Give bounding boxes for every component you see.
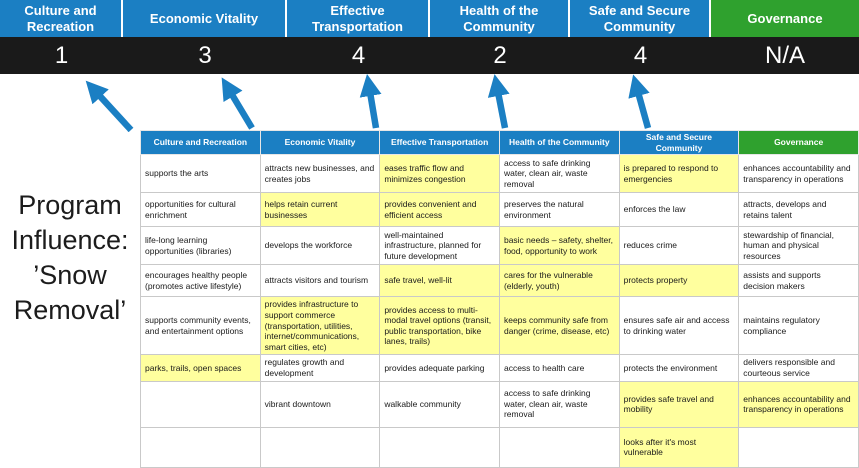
arrow-icon [628, 74, 652, 129]
matrix-header-safety: Safe and Secure Community [618, 129, 740, 156]
table-row: parks, trails, open spaces regulates gro… [140, 354, 859, 382]
matrix-cell: assists and supports decision makers [738, 264, 859, 298]
matrix-cell [379, 426, 500, 468]
matrix-cell: reduces crime [618, 226, 740, 266]
matrix-cell: enhances accountability and transparency… [738, 380, 859, 428]
matrix-header-economic: Economic Vitality [259, 129, 381, 156]
matrix-cell: delivers responsible and courteous servi… [738, 354, 859, 382]
matrix-cell [140, 380, 261, 428]
matrix-cell: provides access to multi-modal travel op… [379, 296, 500, 356]
matrix-cell: provides safe travel and mobility [618, 380, 740, 428]
arrow-icon [221, 77, 255, 130]
score-row: 1 3 4 2 4 N/A [0, 37, 859, 74]
pillar-header-row: Culture and Recreation Economic Vitality… [0, 0, 859, 37]
table-row: supports the arts attracts new businesse… [140, 154, 859, 194]
table-row: supports community events, and entertain… [140, 296, 859, 356]
program-title: Program Influence: ’Snow Removal’ [11, 190, 129, 326]
matrix-cell: protects property [618, 264, 740, 298]
matrix-cell: well-maintained infrastructure, planned … [379, 226, 500, 266]
matrix-cell: eases traffic flow and minimizes congest… [379, 154, 500, 194]
matrix-cell: attracts new businesses, and creates job… [259, 154, 381, 194]
matrix-cell: access to safe drinking water, clean air… [498, 380, 620, 428]
matrix-cell: helps retain current businesses [259, 192, 381, 228]
matrix-cell: protects the environment [618, 354, 740, 382]
matrix-cell: preserves the natural environment [498, 192, 620, 228]
matrix-header-health: Health of the Community [498, 129, 620, 156]
influence-matrix: Culture and Recreation Economic Vitality… [140, 129, 859, 468]
pillar-header-safety: Safe and Secure Community [570, 0, 711, 37]
matrix-cell: encourages healthy people (promotes acti… [140, 264, 261, 298]
pillar-header-culture: Culture and Recreation [0, 0, 123, 37]
matrix-header-culture: Culture and Recreation [140, 129, 261, 156]
matrix-cell: looks after it's most vulnerable [618, 426, 740, 468]
pillar-header-governance: Governance [711, 0, 859, 37]
pillar-header-transportation: Effective Transportation [287, 0, 430, 37]
matrix-cell: enhances accountability and transparency… [738, 154, 859, 194]
table-row: vibrant downtown walkable community acce… [140, 380, 859, 428]
influence-arrows [85, 74, 652, 132]
score-economic: 3 [198, 41, 212, 69]
matrix-header-governance: Governance [738, 129, 859, 156]
matrix-cell: provides infrastructure to support comme… [259, 296, 381, 356]
matrix-header-row: Culture and Recreation Economic Vitality… [140, 129, 859, 156]
matrix-cell: life-long learning opportunities (librar… [140, 226, 261, 266]
arrow-icon [487, 74, 510, 129]
matrix-cell: vibrant downtown [259, 380, 381, 428]
matrix-cell: access to health care [498, 354, 620, 382]
matrix-cell [738, 426, 859, 468]
matrix-cell [140, 426, 261, 468]
matrix-cell: access to safe drinking water, clean air… [498, 154, 620, 194]
score-health: 2 [493, 41, 507, 69]
matrix-cell: is prepared to respond to emergencies [618, 154, 740, 194]
score-safety: 4 [633, 41, 648, 69]
matrix-cell: walkable community [379, 380, 500, 428]
matrix-cell: supports community events, and entertain… [140, 296, 261, 356]
score-culture: 1 [54, 41, 69, 69]
score-governance: N/A [764, 41, 805, 69]
arrow-icon [85, 80, 134, 132]
matrix-cell [498, 426, 620, 468]
matrix-cell: attracts visitors and tourism [259, 264, 381, 298]
arrow-icon [359, 74, 382, 129]
matrix-cell: supports the arts [140, 154, 261, 194]
matrix-cell: parks, trails, open spaces [140, 354, 261, 382]
matrix-cell: safe travel, well-lit [379, 264, 500, 298]
matrix-cell: attracts, develops and retains talent [738, 192, 859, 228]
table-row: opportunities for cultural enrichment he… [140, 192, 859, 228]
score-transportation: 4 [351, 41, 366, 69]
matrix-cell [259, 426, 381, 468]
table-row: life-long learning opportunities (librar… [140, 226, 859, 266]
matrix-cell: basic needs – safety, shelter, food, opp… [498, 226, 620, 266]
matrix-cell: ensures safe air and access to drinking … [618, 296, 740, 356]
pillar-header-health: Health of the Community [430, 0, 570, 37]
table-row: looks after it's most vulnerable [140, 426, 859, 468]
matrix-cell: keeps community safe from danger (crime,… [498, 296, 620, 356]
matrix-cell: opportunities for cultural enrichment [140, 192, 261, 228]
matrix-cell: enforces the law [618, 192, 740, 228]
matrix-cell: provides convenient and efficient access [379, 192, 500, 228]
matrix-cell: cares for the vulnerable (elderly, youth… [498, 264, 620, 298]
matrix-header-transportation: Effective Transportation [379, 129, 500, 156]
matrix-cell: provides adequate parking [379, 354, 500, 382]
table-row: encourages healthy people (promotes acti… [140, 264, 859, 298]
matrix-cell: regulates growth and development [259, 354, 381, 382]
pillar-header-economic: Economic Vitality [123, 0, 287, 37]
matrix-cell: maintains regulatory compliance [738, 296, 859, 356]
matrix-cell: stewardship of financial, human and phys… [738, 226, 859, 266]
matrix-cell: develops the workforce [259, 226, 381, 266]
